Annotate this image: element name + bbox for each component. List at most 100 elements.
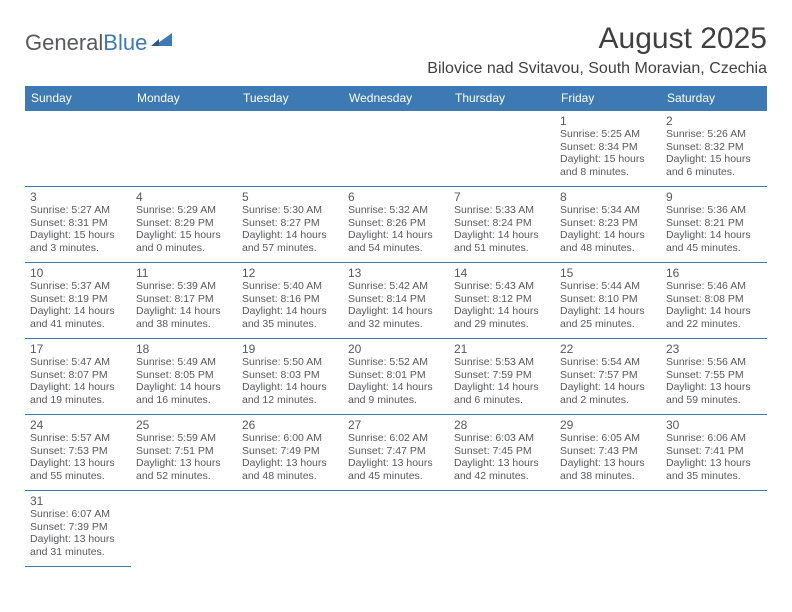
sunset-text: Sunset: 7:41 PM (666, 445, 762, 457)
calendar-cell (131, 491, 237, 567)
sunrise-text: Sunrise: 5:39 AM (136, 280, 232, 292)
day-info: Sunrise: 5:27 AMSunset: 8:31 PMDaylight:… (30, 204, 126, 254)
calendar-cell: 22Sunrise: 5:54 AMSunset: 7:57 PMDayligh… (555, 339, 661, 415)
sunset-text: Sunset: 7:59 PM (454, 369, 550, 381)
day-number: 1 (560, 114, 656, 128)
daylight-text: Daylight: 14 hours and 54 minutes. (348, 229, 444, 254)
day-number: 13 (348, 266, 444, 280)
daylight-text: Daylight: 15 hours and 3 minutes. (30, 229, 126, 254)
day-number: 3 (30, 190, 126, 204)
calendar-cell (343, 491, 449, 567)
sunrise-text: Sunrise: 5:46 AM (666, 280, 762, 292)
daylight-text: Daylight: 14 hours and 35 minutes. (242, 305, 338, 330)
calendar-cell (661, 491, 767, 567)
calendar-cell: 2Sunrise: 5:26 AMSunset: 8:32 PMDaylight… (661, 111, 767, 187)
day-info: Sunrise: 5:40 AMSunset: 8:16 PMDaylight:… (242, 280, 338, 330)
page-subtitle: Bilovice nad Svitavou, South Moravian, C… (427, 60, 767, 78)
daylight-text: Daylight: 14 hours and 51 minutes. (454, 229, 550, 254)
sunset-text: Sunset: 8:03 PM (242, 369, 338, 381)
calendar-cell: 16Sunrise: 5:46 AMSunset: 8:08 PMDayligh… (661, 263, 767, 339)
calendar-cell: 12Sunrise: 5:40 AMSunset: 8:16 PMDayligh… (237, 263, 343, 339)
daylight-text: Daylight: 13 hours and 42 minutes. (454, 457, 550, 482)
logo-sail-icon (151, 31, 173, 49)
col-header: Monday (131, 86, 237, 111)
calendar-cell: 29Sunrise: 6:05 AMSunset: 7:43 PMDayligh… (555, 415, 661, 491)
day-info: Sunrise: 5:53 AMSunset: 7:59 PMDaylight:… (454, 356, 550, 406)
sunrise-text: Sunrise: 5:36 AM (666, 204, 762, 216)
day-info: Sunrise: 5:52 AMSunset: 8:01 PMDaylight:… (348, 356, 444, 406)
logo: GeneralBlue (25, 30, 173, 56)
day-info: Sunrise: 6:05 AMSunset: 7:43 PMDaylight:… (560, 432, 656, 482)
daylight-text: Daylight: 13 hours and 35 minutes. (666, 457, 762, 482)
calendar-cell: 27Sunrise: 6:02 AMSunset: 7:47 PMDayligh… (343, 415, 449, 491)
sunset-text: Sunset: 8:05 PM (136, 369, 232, 381)
daylight-text: Daylight: 14 hours and 38 minutes. (136, 305, 232, 330)
day-info: Sunrise: 5:26 AMSunset: 8:32 PMDaylight:… (666, 128, 762, 178)
calendar-cell (343, 111, 449, 187)
calendar-row: 24Sunrise: 5:57 AMSunset: 7:53 PMDayligh… (25, 415, 767, 491)
sunset-text: Sunset: 8:12 PM (454, 293, 550, 305)
day-info: Sunrise: 5:49 AMSunset: 8:05 PMDaylight:… (136, 356, 232, 406)
calendar-cell (237, 491, 343, 567)
day-info: Sunrise: 5:29 AMSunset: 8:29 PMDaylight:… (136, 204, 232, 254)
sunset-text: Sunset: 8:29 PM (136, 217, 232, 229)
sunrise-text: Sunrise: 6:06 AM (666, 432, 762, 444)
header: GeneralBlue August 2025 Bilovice nad Svi… (25, 22, 767, 78)
calendar-cell: 28Sunrise: 6:03 AMSunset: 7:45 PMDayligh… (449, 415, 555, 491)
day-number: 7 (454, 190, 550, 204)
sunset-text: Sunset: 8:24 PM (454, 217, 550, 229)
daylight-text: Daylight: 14 hours and 12 minutes. (242, 381, 338, 406)
day-number: 10 (30, 266, 126, 280)
day-number: 24 (30, 418, 126, 432)
sunrise-text: Sunrise: 5:30 AM (242, 204, 338, 216)
daylight-text: Daylight: 13 hours and 55 minutes. (30, 457, 126, 482)
day-number: 9 (666, 190, 762, 204)
daylight-text: Daylight: 15 hours and 0 minutes. (136, 229, 232, 254)
day-info: Sunrise: 5:32 AMSunset: 8:26 PMDaylight:… (348, 204, 444, 254)
sunset-text: Sunset: 8:23 PM (560, 217, 656, 229)
day-number: 26 (242, 418, 338, 432)
col-header: Sunday (25, 86, 131, 111)
day-info: Sunrise: 5:43 AMSunset: 8:12 PMDaylight:… (454, 280, 550, 330)
day-info: Sunrise: 5:37 AMSunset: 8:19 PMDaylight:… (30, 280, 126, 330)
daylight-text: Daylight: 14 hours and 48 minutes. (560, 229, 656, 254)
day-info: Sunrise: 5:50 AMSunset: 8:03 PMDaylight:… (242, 356, 338, 406)
sunset-text: Sunset: 8:21 PM (666, 217, 762, 229)
day-number: 5 (242, 190, 338, 204)
sunrise-text: Sunrise: 5:43 AM (454, 280, 550, 292)
sunrise-text: Sunrise: 5:50 AM (242, 356, 338, 368)
calendar-cell (237, 111, 343, 187)
daylight-text: Daylight: 13 hours and 45 minutes. (348, 457, 444, 482)
day-number: 18 (136, 342, 232, 356)
daylight-text: Daylight: 13 hours and 31 minutes. (30, 533, 126, 558)
calendar-cell: 15Sunrise: 5:44 AMSunset: 8:10 PMDayligh… (555, 263, 661, 339)
daylight-text: Daylight: 13 hours and 59 minutes. (666, 381, 762, 406)
sunrise-text: Sunrise: 5:40 AM (242, 280, 338, 292)
calendar-cell: 4Sunrise: 5:29 AMSunset: 8:29 PMDaylight… (131, 187, 237, 263)
day-info: Sunrise: 5:57 AMSunset: 7:53 PMDaylight:… (30, 432, 126, 482)
sunrise-text: Sunrise: 5:27 AM (30, 204, 126, 216)
sunset-text: Sunset: 8:34 PM (560, 141, 656, 153)
day-number: 22 (560, 342, 656, 356)
day-info: Sunrise: 5:25 AMSunset: 8:34 PMDaylight:… (560, 128, 656, 178)
sunrise-text: Sunrise: 5:37 AM (30, 280, 126, 292)
sunrise-text: Sunrise: 5:54 AM (560, 356, 656, 368)
daylight-text: Daylight: 14 hours and 32 minutes. (348, 305, 444, 330)
calendar-row: 3Sunrise: 5:27 AMSunset: 8:31 PMDaylight… (25, 187, 767, 263)
col-header: Saturday (661, 86, 767, 111)
calendar-cell: 19Sunrise: 5:50 AMSunset: 8:03 PMDayligh… (237, 339, 343, 415)
daylight-text: Daylight: 14 hours and 6 minutes. (454, 381, 550, 406)
day-number: 8 (560, 190, 656, 204)
day-number: 12 (242, 266, 338, 280)
calendar-cell (449, 111, 555, 187)
daylight-text: Daylight: 13 hours and 38 minutes. (560, 457, 656, 482)
sunset-text: Sunset: 7:45 PM (454, 445, 550, 457)
calendar-cell: 1Sunrise: 5:25 AMSunset: 8:34 PMDaylight… (555, 111, 661, 187)
day-number: 16 (666, 266, 762, 280)
sunset-text: Sunset: 7:53 PM (30, 445, 126, 457)
sunrise-text: Sunrise: 6:05 AM (560, 432, 656, 444)
day-number: 17 (30, 342, 126, 356)
day-number: 15 (560, 266, 656, 280)
day-number: 31 (30, 494, 126, 508)
sunrise-text: Sunrise: 5:59 AM (136, 432, 232, 444)
